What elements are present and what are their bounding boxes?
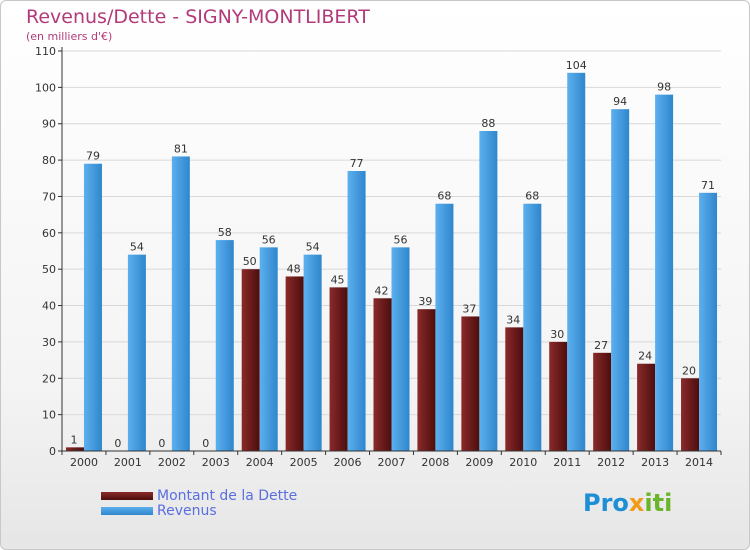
- data-label-dette: 20: [682, 364, 696, 377]
- data-label-dette: 27: [594, 339, 608, 352]
- bar-revenus-2008: [435, 203, 454, 451]
- data-label-revenus: 88: [481, 117, 495, 130]
- y-tick-label: 20: [42, 372, 56, 385]
- data-label-revenus: 68: [437, 190, 451, 203]
- x-tick-label: 2006: [334, 456, 362, 469]
- data-label-dette: 1: [70, 433, 77, 446]
- y-tick-label: 10: [42, 409, 56, 422]
- x-tick-label: 2004: [246, 456, 274, 469]
- y-tick-label: 100: [35, 81, 56, 94]
- data-label-revenus: 68: [525, 190, 539, 203]
- x-tick-label: 2010: [509, 456, 537, 469]
- bar-dette-2012: [593, 352, 612, 451]
- x-tick-label: 2007: [378, 456, 406, 469]
- bar-revenus-2013: [655, 94, 674, 452]
- legend-item-dette: Montant de la Dette: [101, 487, 298, 504]
- y-tick-label: 90: [42, 118, 56, 131]
- legend-swatch-revenus: [101, 506, 153, 515]
- x-tick-label: 2013: [641, 456, 669, 469]
- bar-revenus-2003: [215, 240, 234, 451]
- x-tick-label: 2001: [114, 456, 142, 469]
- y-tick-label: 50: [42, 263, 56, 276]
- data-label-dette: 50: [243, 255, 257, 268]
- data-label-dette: 30: [550, 328, 564, 341]
- data-label-dette: 0: [114, 437, 121, 450]
- data-label-revenus: 77: [350, 157, 364, 170]
- bar-dette-2007: [373, 298, 392, 451]
- data-label-revenus: 81: [174, 142, 188, 155]
- legend: Montant de la Dette Revenus: [101, 487, 298, 519]
- data-label-dette: 45: [331, 273, 345, 286]
- data-label-revenus: 56: [262, 233, 276, 246]
- y-tick-label: 110: [35, 45, 56, 58]
- x-tick-label: 2009: [465, 456, 493, 469]
- proxiti-logo: Proxiti: [583, 489, 672, 517]
- y-tick-label: 30: [42, 336, 56, 349]
- bar-dette-2014: [681, 378, 700, 451]
- bar-dette-2000: [65, 447, 84, 451]
- y-tick-label: 70: [42, 190, 56, 203]
- bar-revenus-2000: [83, 163, 102, 451]
- data-label-revenus: 94: [613, 95, 627, 108]
- data-label-dette: 48: [287, 262, 301, 275]
- logo-part-1: Pro: [583, 489, 629, 517]
- chart-subtitle: (en milliers d'€): [26, 30, 113, 43]
- bar-revenus-2006: [347, 171, 366, 451]
- chart-title: Revenus/Dette - SIGNY-MONTLIBERT: [26, 6, 370, 28]
- x-tick-label: 2002: [158, 456, 186, 469]
- bar-dette-2010: [505, 327, 524, 451]
- bar-revenus-2014: [699, 192, 718, 451]
- x-tick-label: 2005: [290, 456, 318, 469]
- bar-dette-2008: [417, 309, 436, 451]
- data-label-revenus: 79: [86, 150, 100, 163]
- x-tick-label: 2014: [685, 456, 713, 469]
- bar-revenus-2011: [567, 72, 586, 452]
- x-tick-label: 2008: [421, 456, 449, 469]
- x-tick-label: 2011: [553, 456, 581, 469]
- bar-dette-2005: [285, 276, 304, 451]
- data-label-revenus: 56: [394, 233, 408, 246]
- data-label-dette: 0: [202, 437, 209, 450]
- data-label-revenus: 54: [130, 241, 144, 254]
- bar-chart: 1 79 0 54 0 81 0 58 50 56 48 54 45 77 42 56 39 68 37 88 34 68…: [35, 45, 722, 469]
- x-tick-label: 2003: [202, 456, 230, 469]
- y-tick-label: 80: [42, 154, 56, 167]
- y-tick-label: 40: [42, 300, 56, 313]
- bar-revenus-2002: [171, 156, 190, 452]
- data-label-dette: 37: [462, 302, 476, 315]
- bar-revenus-2012: [611, 109, 630, 451]
- bar-revenus-2004: [259, 247, 278, 451]
- bar-revenus-2007: [391, 247, 410, 451]
- y-tick-label: 0: [49, 445, 56, 458]
- bar-dette-2004: [241, 269, 260, 451]
- data-label-revenus: 98: [657, 81, 671, 94]
- data-label-dette: 39: [418, 295, 432, 308]
- bar-dette-2013: [637, 363, 656, 451]
- bar-revenus-2009: [479, 131, 498, 451]
- legend-item-revenus: Revenus: [101, 502, 297, 519]
- bar-dette-2009: [461, 316, 480, 451]
- bar-revenus-2001: [127, 254, 146, 451]
- bar-dette-2011: [549, 341, 568, 451]
- logo-part-2: x: [628, 489, 645, 517]
- x-tick-label: 2000: [70, 456, 98, 469]
- logo-part-3: iti: [644, 489, 673, 517]
- data-label-dette: 34: [506, 313, 520, 326]
- bar-revenus-2005: [303, 254, 322, 451]
- legend-label-revenus: Revenus: [157, 502, 217, 519]
- data-label-revenus: 104: [566, 59, 587, 72]
- data-label-revenus: 58: [218, 226, 232, 239]
- data-label-dette: 0: [158, 437, 165, 450]
- legend-swatch-dette: [101, 491, 153, 500]
- data-label-revenus: 71: [701, 179, 715, 192]
- bar-revenus-2010: [523, 203, 542, 451]
- data-label-dette: 24: [638, 350, 652, 363]
- legend-label-dette: Montant de la Dette: [157, 487, 298, 504]
- data-label-dette: 42: [375, 284, 389, 297]
- y-tick-label: 60: [42, 227, 56, 240]
- bar-dette-2006: [329, 287, 348, 451]
- x-tick-label: 2012: [597, 456, 625, 469]
- data-label-revenus: 54: [306, 241, 320, 254]
